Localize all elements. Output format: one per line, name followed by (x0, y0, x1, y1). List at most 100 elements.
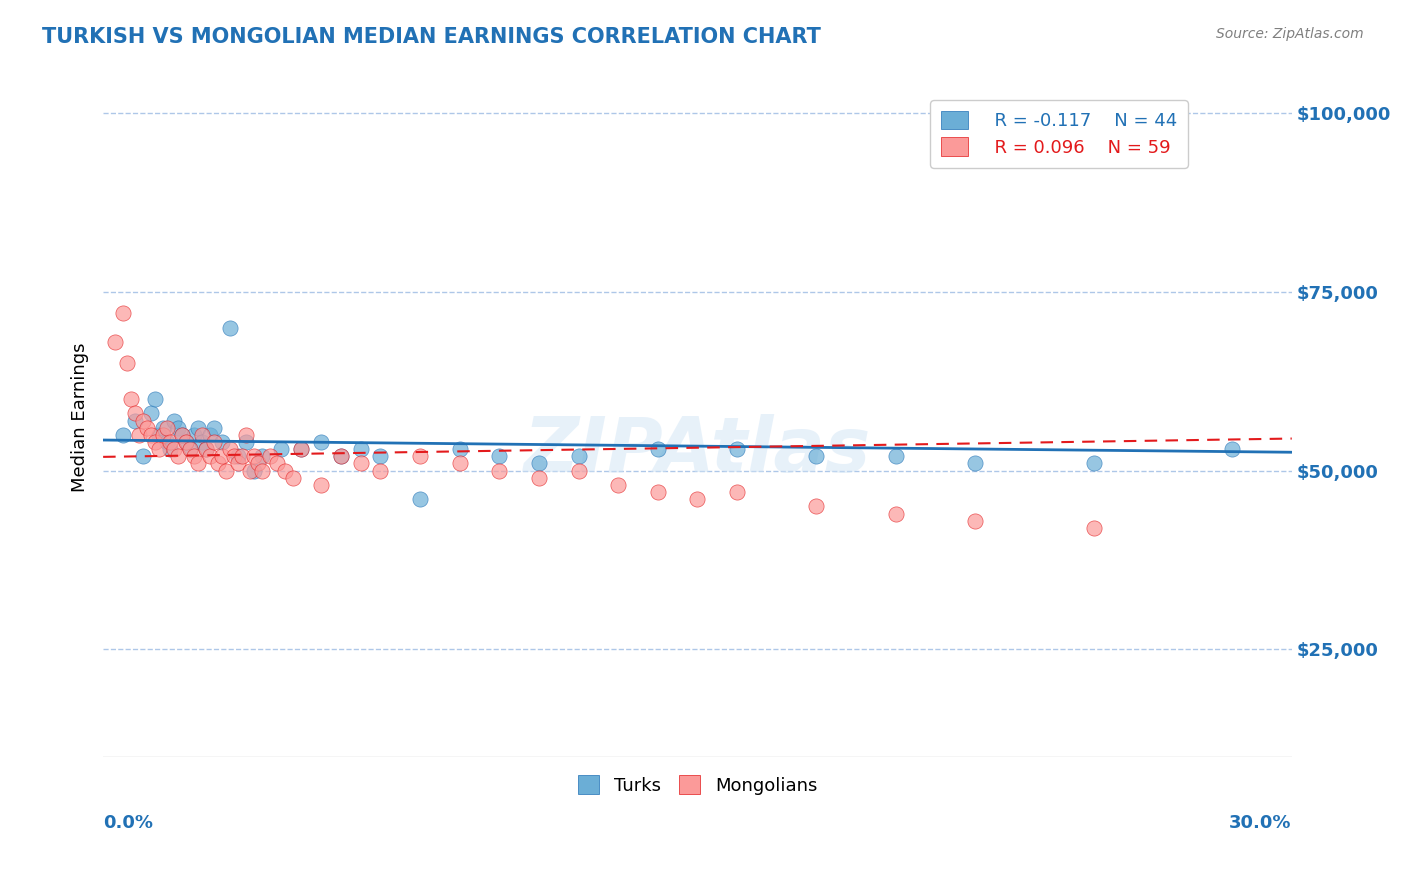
Point (884, 507, 907, 521)
Point (568, 464, 591, 478)
Point (198, 428, 221, 442)
Point (111, 306, 134, 320)
Point (806, 500, 828, 514)
Point (139, 428, 162, 442)
Point (226, 450, 249, 464)
Point (250, 450, 273, 464)
Point (179, 442, 201, 457)
Point (527, 457, 550, 471)
Point (259, 450, 281, 464)
Point (183, 428, 205, 442)
Y-axis label: Median Earnings: Median Earnings (72, 343, 89, 491)
Point (104, 334, 127, 349)
Point (235, 435, 257, 450)
Point (647, 485, 669, 500)
Point (963, 457, 986, 471)
Point (159, 435, 181, 450)
Point (409, 492, 432, 507)
Point (167, 450, 190, 464)
Point (409, 450, 432, 464)
Point (350, 442, 373, 457)
Point (283, 471, 305, 485)
Point (527, 471, 550, 485)
Point (167, 421, 190, 435)
Point (309, 478, 332, 492)
Point (242, 464, 264, 478)
Point (329, 450, 352, 464)
Point (226, 457, 249, 471)
Point (124, 413, 146, 427)
Point (183, 450, 205, 464)
Point (568, 450, 591, 464)
Point (202, 435, 225, 450)
Point (159, 442, 181, 457)
Point (148, 428, 170, 442)
Text: 0.0%: 0.0% (103, 814, 153, 831)
Point (290, 442, 312, 457)
Point (215, 464, 238, 478)
Point (1083, 521, 1105, 535)
Point (607, 478, 630, 492)
Point (1220, 442, 1243, 457)
Point (370, 450, 392, 464)
Point (111, 428, 134, 442)
Point (176, 435, 198, 450)
Point (329, 450, 352, 464)
Point (202, 421, 225, 435)
Point (124, 406, 146, 420)
Point (231, 450, 253, 464)
Point (242, 450, 264, 464)
Text: 30.0%: 30.0% (1229, 814, 1292, 831)
Point (143, 392, 166, 406)
Point (686, 492, 709, 507)
Point (725, 485, 748, 500)
Point (806, 450, 828, 464)
Text: Source: ZipAtlas.com: Source: ZipAtlas.com (1216, 27, 1364, 41)
Point (148, 442, 170, 457)
Point (290, 442, 312, 457)
Point (219, 320, 242, 334)
Point (163, 413, 186, 427)
Point (884, 450, 907, 464)
Point (449, 442, 471, 457)
Point (198, 450, 221, 464)
Point (120, 392, 142, 406)
Point (191, 435, 214, 450)
Point (155, 435, 177, 450)
Point (647, 442, 669, 457)
Point (135, 421, 157, 435)
Point (195, 442, 218, 457)
Point (219, 442, 242, 457)
Point (155, 421, 177, 435)
Legend: Turks, Mongolians: Turks, Mongolians (571, 768, 824, 802)
Point (370, 464, 392, 478)
Point (143, 435, 166, 450)
Point (176, 435, 198, 450)
Point (211, 450, 233, 464)
Point (172, 428, 194, 442)
Point (207, 457, 229, 471)
Point (179, 442, 201, 457)
Point (488, 464, 510, 478)
Point (274, 464, 297, 478)
Point (132, 413, 155, 427)
Point (152, 428, 174, 442)
Point (963, 514, 986, 528)
Point (191, 428, 214, 442)
Point (152, 421, 174, 435)
Point (132, 450, 155, 464)
Point (266, 457, 288, 471)
Point (195, 442, 218, 457)
Point (239, 464, 262, 478)
Point (725, 442, 748, 457)
Point (163, 442, 186, 457)
Point (187, 421, 209, 435)
Point (115, 356, 138, 370)
Point (350, 457, 373, 471)
Point (309, 435, 332, 450)
Point (139, 406, 162, 420)
Text: ZIPAtlas: ZIPAtlas (524, 414, 872, 488)
Point (187, 457, 209, 471)
Point (250, 464, 273, 478)
Point (211, 435, 233, 450)
